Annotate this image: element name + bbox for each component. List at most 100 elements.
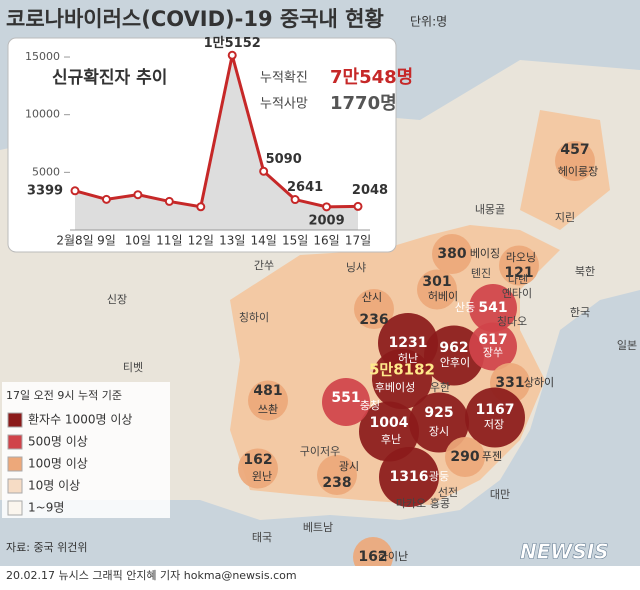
legend-label: 100명 이상 [28, 457, 88, 471]
point [227, 50, 237, 60]
place-name: 마카오 [396, 497, 426, 510]
province-area [248, 380, 288, 421]
province-name: 광둥 [429, 470, 449, 483]
province-name: 안후이 [440, 356, 470, 369]
value-label: 2009 [308, 213, 344, 228]
legend-label: 환자수 1000명 이상 [28, 413, 132, 427]
point [259, 166, 269, 176]
province-area [379, 447, 439, 507]
province-name: 푸젠 [482, 450, 502, 463]
place-name: 북한 [575, 265, 595, 278]
province-count: 1231 [389, 335, 428, 351]
x-tick-label: 15일 [282, 234, 308, 248]
province-count: 162 [243, 452, 272, 468]
province-name: 후난 [381, 433, 401, 446]
place-name: 대만 [490, 488, 510, 501]
province-area [359, 401, 419, 462]
value-label: 1만5152 [204, 35, 261, 51]
province-count: 5만8182 [369, 361, 435, 379]
line-chart: 5000 10000 15000 2월8일 3399 9일 10일 11일 12일 13일 1만51… [25, 35, 413, 248]
place-name: 일본 [617, 338, 637, 352]
province-name: 허난 [398, 352, 418, 365]
province-name: 산둥 [455, 301, 475, 314]
province-name: 광시 [339, 460, 359, 473]
place-name: 우한 [430, 381, 450, 394]
x-tick-label: 17일 [345, 234, 371, 248]
legend-label: 1~9명 [28, 501, 64, 515]
province-name: 장쑤 [483, 346, 503, 359]
province-count: 541 [478, 300, 507, 316]
province-area [555, 141, 595, 181]
x-tick-label: 16일 [313, 234, 339, 248]
title: 코로나바이러스(COVID)-19 중국내 현황 [6, 7, 384, 31]
legend-swatch [7, 412, 23, 428]
x-tick-label: 13일 [219, 234, 245, 248]
y-tick-label: 5000 [32, 165, 60, 178]
credit: 20.02.17 뉴시스 그래픽 안지혜 기자 hokma@newsis.com [6, 569, 297, 582]
place-name: 칭하이 [239, 310, 269, 324]
summary-label: 누적확진 [260, 71, 308, 86]
area [75, 55, 358, 230]
province-area [445, 437, 485, 477]
place-name: 구이저우 [300, 445, 340, 458]
value-label: 2641 [287, 180, 323, 195]
province-count: 962 [439, 340, 468, 356]
point [196, 202, 206, 212]
point [290, 195, 300, 205]
legend-title: 17일 오전 9시 누적 기준 [6, 388, 122, 402]
y-tick-label: 10000 [25, 108, 60, 121]
province-count: 481 [253, 383, 282, 399]
place-name: 홍콩 [430, 496, 450, 510]
x-tick-label: 11일 [156, 234, 182, 248]
legend-box [2, 382, 170, 518]
province-count: 162 [358, 549, 387, 565]
province-area [469, 322, 517, 371]
place-name: 신장 [107, 293, 127, 306]
place-name: 간쑤 [254, 259, 274, 272]
chart-title: 신규확진자 추이 [52, 68, 167, 88]
province-count: 236 [359, 312, 388, 328]
summary-value: 7만548명 [330, 67, 413, 88]
province-area [424, 325, 484, 386]
province-area [499, 245, 539, 286]
point [133, 190, 143, 200]
province-count: 1004 [370, 415, 409, 431]
province-name: 하이난 [378, 549, 408, 563]
point [353, 201, 363, 211]
legend-swatch [7, 434, 23, 450]
place-name: 티벳 [123, 361, 143, 374]
province-area [469, 284, 517, 332]
province-area [417, 269, 457, 310]
x-tick-label: 14일 [251, 234, 277, 248]
value-label: 5090 [266, 152, 302, 167]
province-area [354, 289, 394, 329]
province-count: 925 [424, 405, 453, 421]
logo: NEWSIS [520, 540, 609, 564]
province-count: 380 [437, 246, 466, 262]
summary-label: 누적사망 [260, 97, 308, 112]
province-count: 121 [504, 265, 533, 281]
province-area [322, 378, 370, 426]
place-name: 한국 [570, 306, 590, 319]
province-name: 허베이 [428, 290, 458, 303]
point [164, 196, 174, 206]
place-name: 선전 [438, 486, 458, 499]
x-tick-label: 2월8일 [56, 234, 93, 248]
value-label: 2048 [352, 183, 388, 198]
province-area [432, 234, 472, 274]
point [101, 194, 111, 204]
province-name: 상하이 [524, 375, 554, 389]
province-count: 290 [450, 449, 479, 465]
source: 자료: 중국 위건위 [6, 541, 88, 554]
province-name: 충칭 [360, 399, 380, 412]
province-area [409, 392, 469, 453]
place-name: 내몽골 [475, 203, 505, 216]
legend-swatch [7, 456, 23, 472]
place-name: 지린 [555, 211, 575, 224]
province-area [238, 448, 278, 489]
place-name: 칭다오 [497, 315, 527, 328]
province-count: 617 [478, 332, 507, 348]
